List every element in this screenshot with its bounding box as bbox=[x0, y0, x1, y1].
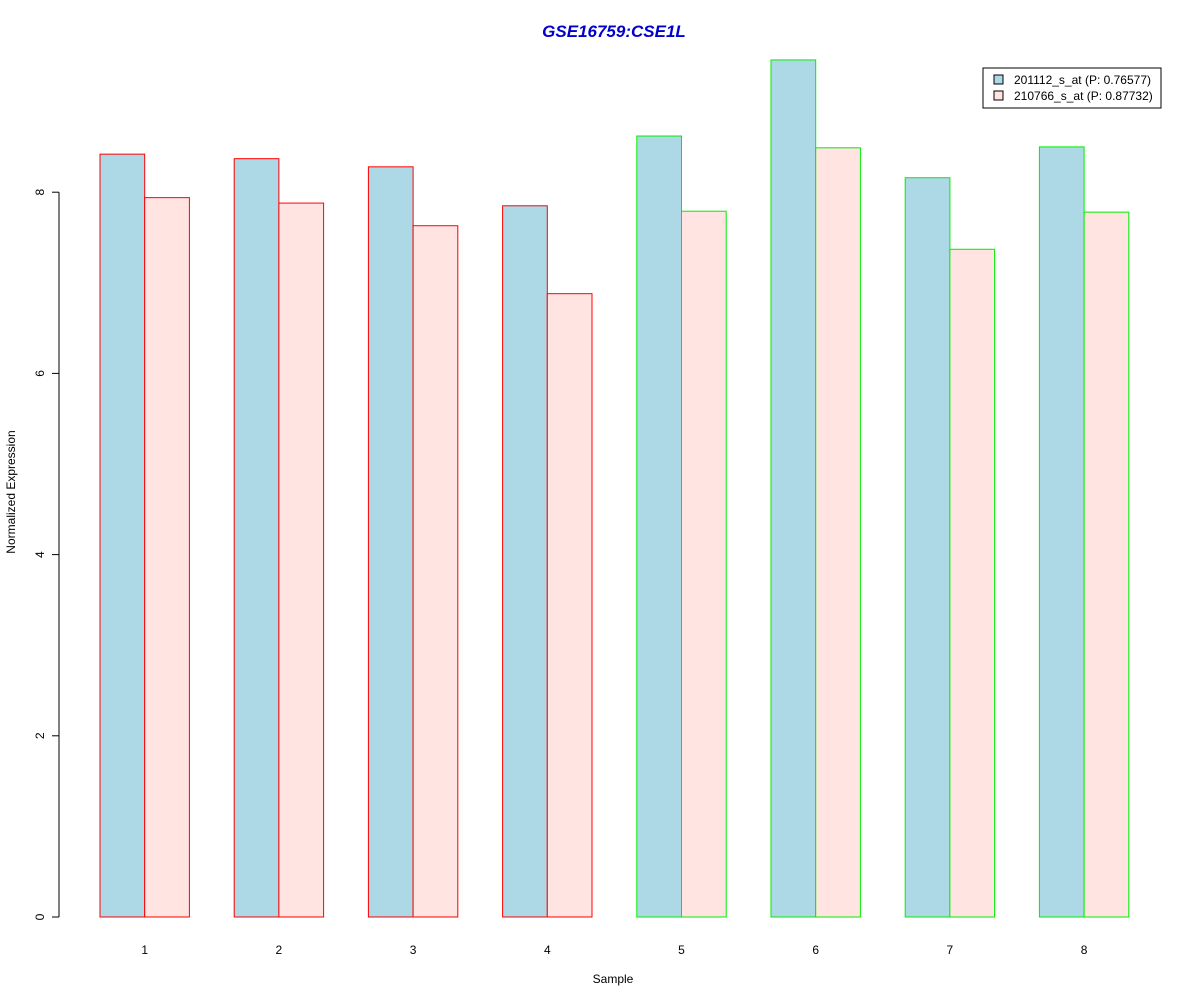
x-axis-title: Sample bbox=[593, 972, 634, 986]
bar-sample-5-series-2 bbox=[681, 210, 727, 918]
bar-sample-2-series-2 bbox=[278, 202, 325, 918]
bar-sample-3-series-2 bbox=[412, 225, 459, 918]
y-axis: 0 2 4 6 8 bbox=[33, 189, 60, 920]
bar-sample-4-series-2 bbox=[546, 293, 593, 918]
bar-sample-3-series-1 bbox=[367, 166, 414, 918]
bar-sample-5-series-1 bbox=[636, 135, 682, 918]
bar-sample-7-series-2 bbox=[949, 248, 996, 918]
x-tick-label: 5 bbox=[678, 943, 685, 957]
bar-sample-8-series-2 bbox=[1083, 211, 1130, 918]
legend-label-series-2: 210766_s_at (P: 0.87732) bbox=[1014, 89, 1153, 103]
legend-swatch-series-2 bbox=[993, 90, 1004, 101]
legend: 201112_s_at (P: 0.76577) 210766_s_at (P: … bbox=[982, 67, 1162, 109]
y-tick-label: 4 bbox=[33, 551, 47, 558]
y-tick-label: 0 bbox=[33, 913, 47, 920]
x-tick-label: 6 bbox=[812, 943, 819, 957]
x-tick-label: 8 bbox=[1081, 943, 1088, 957]
bar-sample-7-series-1 bbox=[904, 177, 951, 918]
x-tick-label: 7 bbox=[947, 943, 954, 957]
x-tick-label: 2 bbox=[276, 943, 283, 957]
y-tick-label: 2 bbox=[33, 732, 47, 739]
bar-sample-6-series-2 bbox=[815, 147, 861, 918]
bar-sample-4-series-1 bbox=[502, 205, 548, 918]
legend-label-series-1: 201112_s_at (P: 0.76577) bbox=[1014, 73, 1151, 87]
bar-sample-1-series-2 bbox=[144, 197, 190, 918]
x-tick-label: 1 bbox=[141, 943, 148, 957]
legend-swatch-series-1 bbox=[993, 74, 1004, 85]
y-tick-label: 6 bbox=[33, 370, 47, 377]
y-tick-label: 8 bbox=[33, 189, 47, 196]
x-tick-label: 4 bbox=[544, 943, 551, 957]
bars-group bbox=[99, 59, 1130, 918]
bar-sample-8-series-1 bbox=[1038, 146, 1085, 918]
x-tick-label: 3 bbox=[410, 943, 417, 957]
bar-sample-6-series-1 bbox=[770, 59, 817, 918]
y-axis-title: Normalized Expression bbox=[4, 430, 18, 553]
bar-sample-2-series-1 bbox=[233, 158, 280, 918]
x-axis-labels: 1 2 3 4 5 6 7 8 bbox=[141, 943, 1087, 957]
legend-box bbox=[982, 67, 1162, 109]
chart-title: GSE16759:CSE1L bbox=[542, 22, 686, 41]
bar-sample-1-series-1 bbox=[99, 153, 146, 918]
